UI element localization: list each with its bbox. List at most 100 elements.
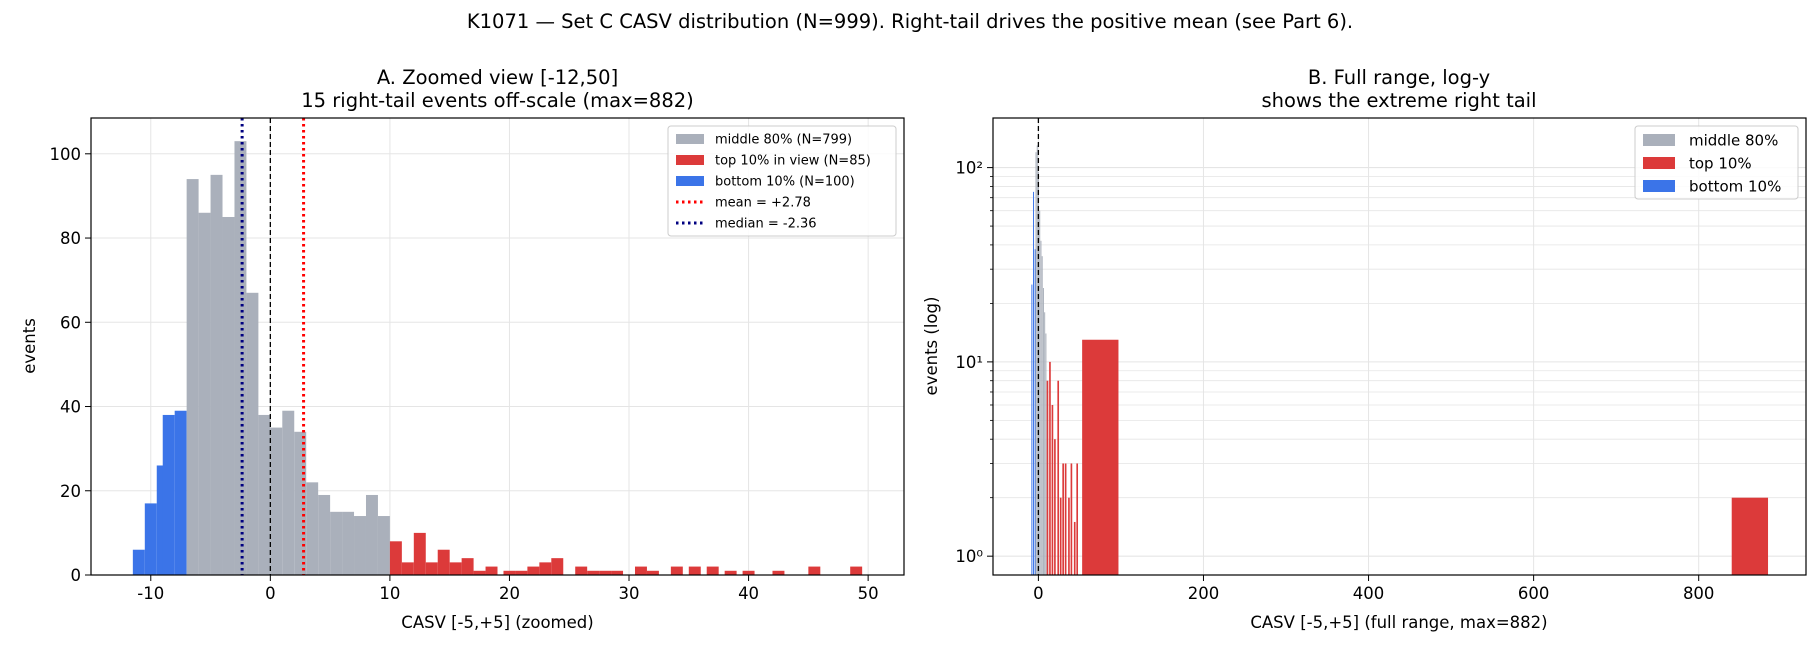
legend-swatch-middle	[1643, 134, 1675, 146]
x-tick-label: 600	[1518, 584, 1550, 603]
bar-middle	[1044, 312, 1046, 575]
figure-title: K1071 — Set C CASV distribution (N=999).…	[467, 10, 1353, 33]
legend-label-middle: middle 80% (N=799)	[715, 133, 852, 148]
bar-top	[1062, 463, 1064, 575]
bar-top	[611, 570, 624, 575]
bar-top	[1059, 497, 1062, 575]
bar-top	[503, 570, 516, 575]
bar-top	[485, 566, 498, 575]
legend-label-mean: mean = +2.78	[715, 196, 811, 211]
bar-middle	[306, 482, 319, 575]
legend-swatch-middle	[676, 134, 704, 144]
bar-bottom	[1033, 191, 1035, 575]
panel-a: A. Zoomed view [-12,50] 15 right-tail ev…	[20, 66, 905, 632]
bar-top	[850, 566, 863, 575]
bar-middle	[186, 179, 199, 575]
bar-middle	[1040, 240, 1042, 575]
bar-top	[1731, 497, 1769, 575]
bar-top	[389, 541, 402, 575]
bar-top	[1068, 497, 1070, 575]
y-tick-label: 0	[71, 566, 82, 585]
bar-top	[646, 570, 659, 575]
bar-top	[1073, 521, 1076, 575]
legend-swatch-top	[1643, 157, 1675, 169]
x-tick-label: 400	[1353, 584, 1385, 603]
bar-top	[401, 562, 414, 575]
legend-label-top: top 10%	[1689, 155, 1752, 173]
x-tick-label: 800	[1683, 584, 1715, 603]
bar-top	[1046, 380, 1049, 575]
legend-swatch-bottom	[676, 176, 704, 186]
bar-middle	[342, 511, 355, 575]
panel-a-subtitle: 15 right-tail events off-scale (max=882)	[301, 89, 694, 112]
y-tick-label: 60	[60, 313, 81, 332]
bar-top	[1064, 463, 1067, 575]
panel-b-x-axis: 0 200 400 600 800	[1033, 575, 1714, 603]
x-tick-label: -10	[137, 584, 164, 603]
bar-middle	[222, 216, 235, 575]
bar-middle	[1036, 145, 1038, 576]
bar-top	[1057, 380, 1060, 575]
y-tick-label: 10¹	[955, 353, 983, 372]
bar-top	[1070, 463, 1073, 575]
legend-label-middle: middle 80%	[1689, 132, 1778, 150]
bar-top	[634, 566, 647, 575]
bar-bottom	[162, 414, 175, 575]
bar-top	[1051, 404, 1054, 575]
panel-a-frame	[90, 117, 905, 576]
y-tick-label: 100	[50, 145, 82, 164]
x-tick-label: 20	[499, 584, 520, 603]
bar-top	[527, 566, 540, 575]
bar-middle	[210, 174, 223, 575]
panel-a-title: A. Zoomed view [-12,50]	[377, 66, 618, 89]
bar-middle	[270, 427, 283, 575]
bar-middle	[1042, 288, 1044, 575]
panel-b-legend-box	[1634, 125, 1799, 200]
bar-middle	[1037, 171, 1039, 575]
panel-a-bars	[132, 141, 863, 575]
bar-top	[742, 570, 755, 575]
bar-top	[772, 570, 785, 575]
panel-a-legend: middle 80% (N=799) top 10% in view (N=85…	[667, 125, 897, 237]
bar-top	[413, 532, 426, 575]
panel-b-legend: middle 80% top 10% bottom 10%	[1634, 125, 1799, 200]
bar-top	[539, 562, 552, 575]
bar-bottom	[174, 410, 187, 575]
bar-middle	[234, 141, 247, 575]
bar-bottom	[1031, 284, 1033, 575]
bar-top	[587, 570, 600, 575]
x-tick-label: 200	[1188, 584, 1220, 603]
y-tick-label: 80	[60, 229, 81, 248]
panel-b-y-axis: 10⁰ 10¹ 10²	[955, 159, 993, 566]
bar-middle	[354, 516, 366, 575]
bar-top	[473, 570, 486, 575]
bar-middle	[294, 431, 307, 575]
bar-top	[575, 566, 588, 575]
x-tick-label: 0	[265, 584, 276, 603]
bar-middle	[258, 414, 271, 575]
legend-label-median: median = -2.36	[715, 217, 817, 232]
legend-label-bottom: bottom 10%	[1689, 178, 1781, 196]
legend-label-bottom: bottom 10% (N=100)	[715, 175, 855, 190]
panel-b-x-label: CASV [-5,+5] (full range, max=882)	[1250, 613, 1547, 632]
panel-a-x-axis: -10 0 10 20 30 40 50	[137, 575, 879, 603]
bar-top	[1049, 361, 1051, 575]
bar-top	[706, 566, 719, 575]
bar-bottom	[1034, 249, 1036, 576]
bar-middle	[246, 292, 259, 575]
panel-b-title: B. Full range, log-y	[1308, 66, 1490, 89]
panel-b-subtitle: shows the extreme right tail	[1261, 89, 1536, 112]
bar-middle	[330, 511, 343, 575]
bar-middle	[1035, 152, 1037, 576]
bar-bottom	[132, 549, 145, 575]
panel-a-x-label: CASV [-5,+5] (zoomed)	[401, 613, 593, 632]
bar-top	[515, 570, 528, 575]
bar-top	[551, 558, 564, 575]
legend-swatch-bottom	[1643, 180, 1675, 192]
bar-middle	[1041, 256, 1043, 575]
bar-top	[437, 549, 450, 575]
x-tick-label: 30	[619, 584, 640, 603]
bar-middle	[1039, 210, 1041, 575]
bar-middle	[198, 212, 211, 575]
